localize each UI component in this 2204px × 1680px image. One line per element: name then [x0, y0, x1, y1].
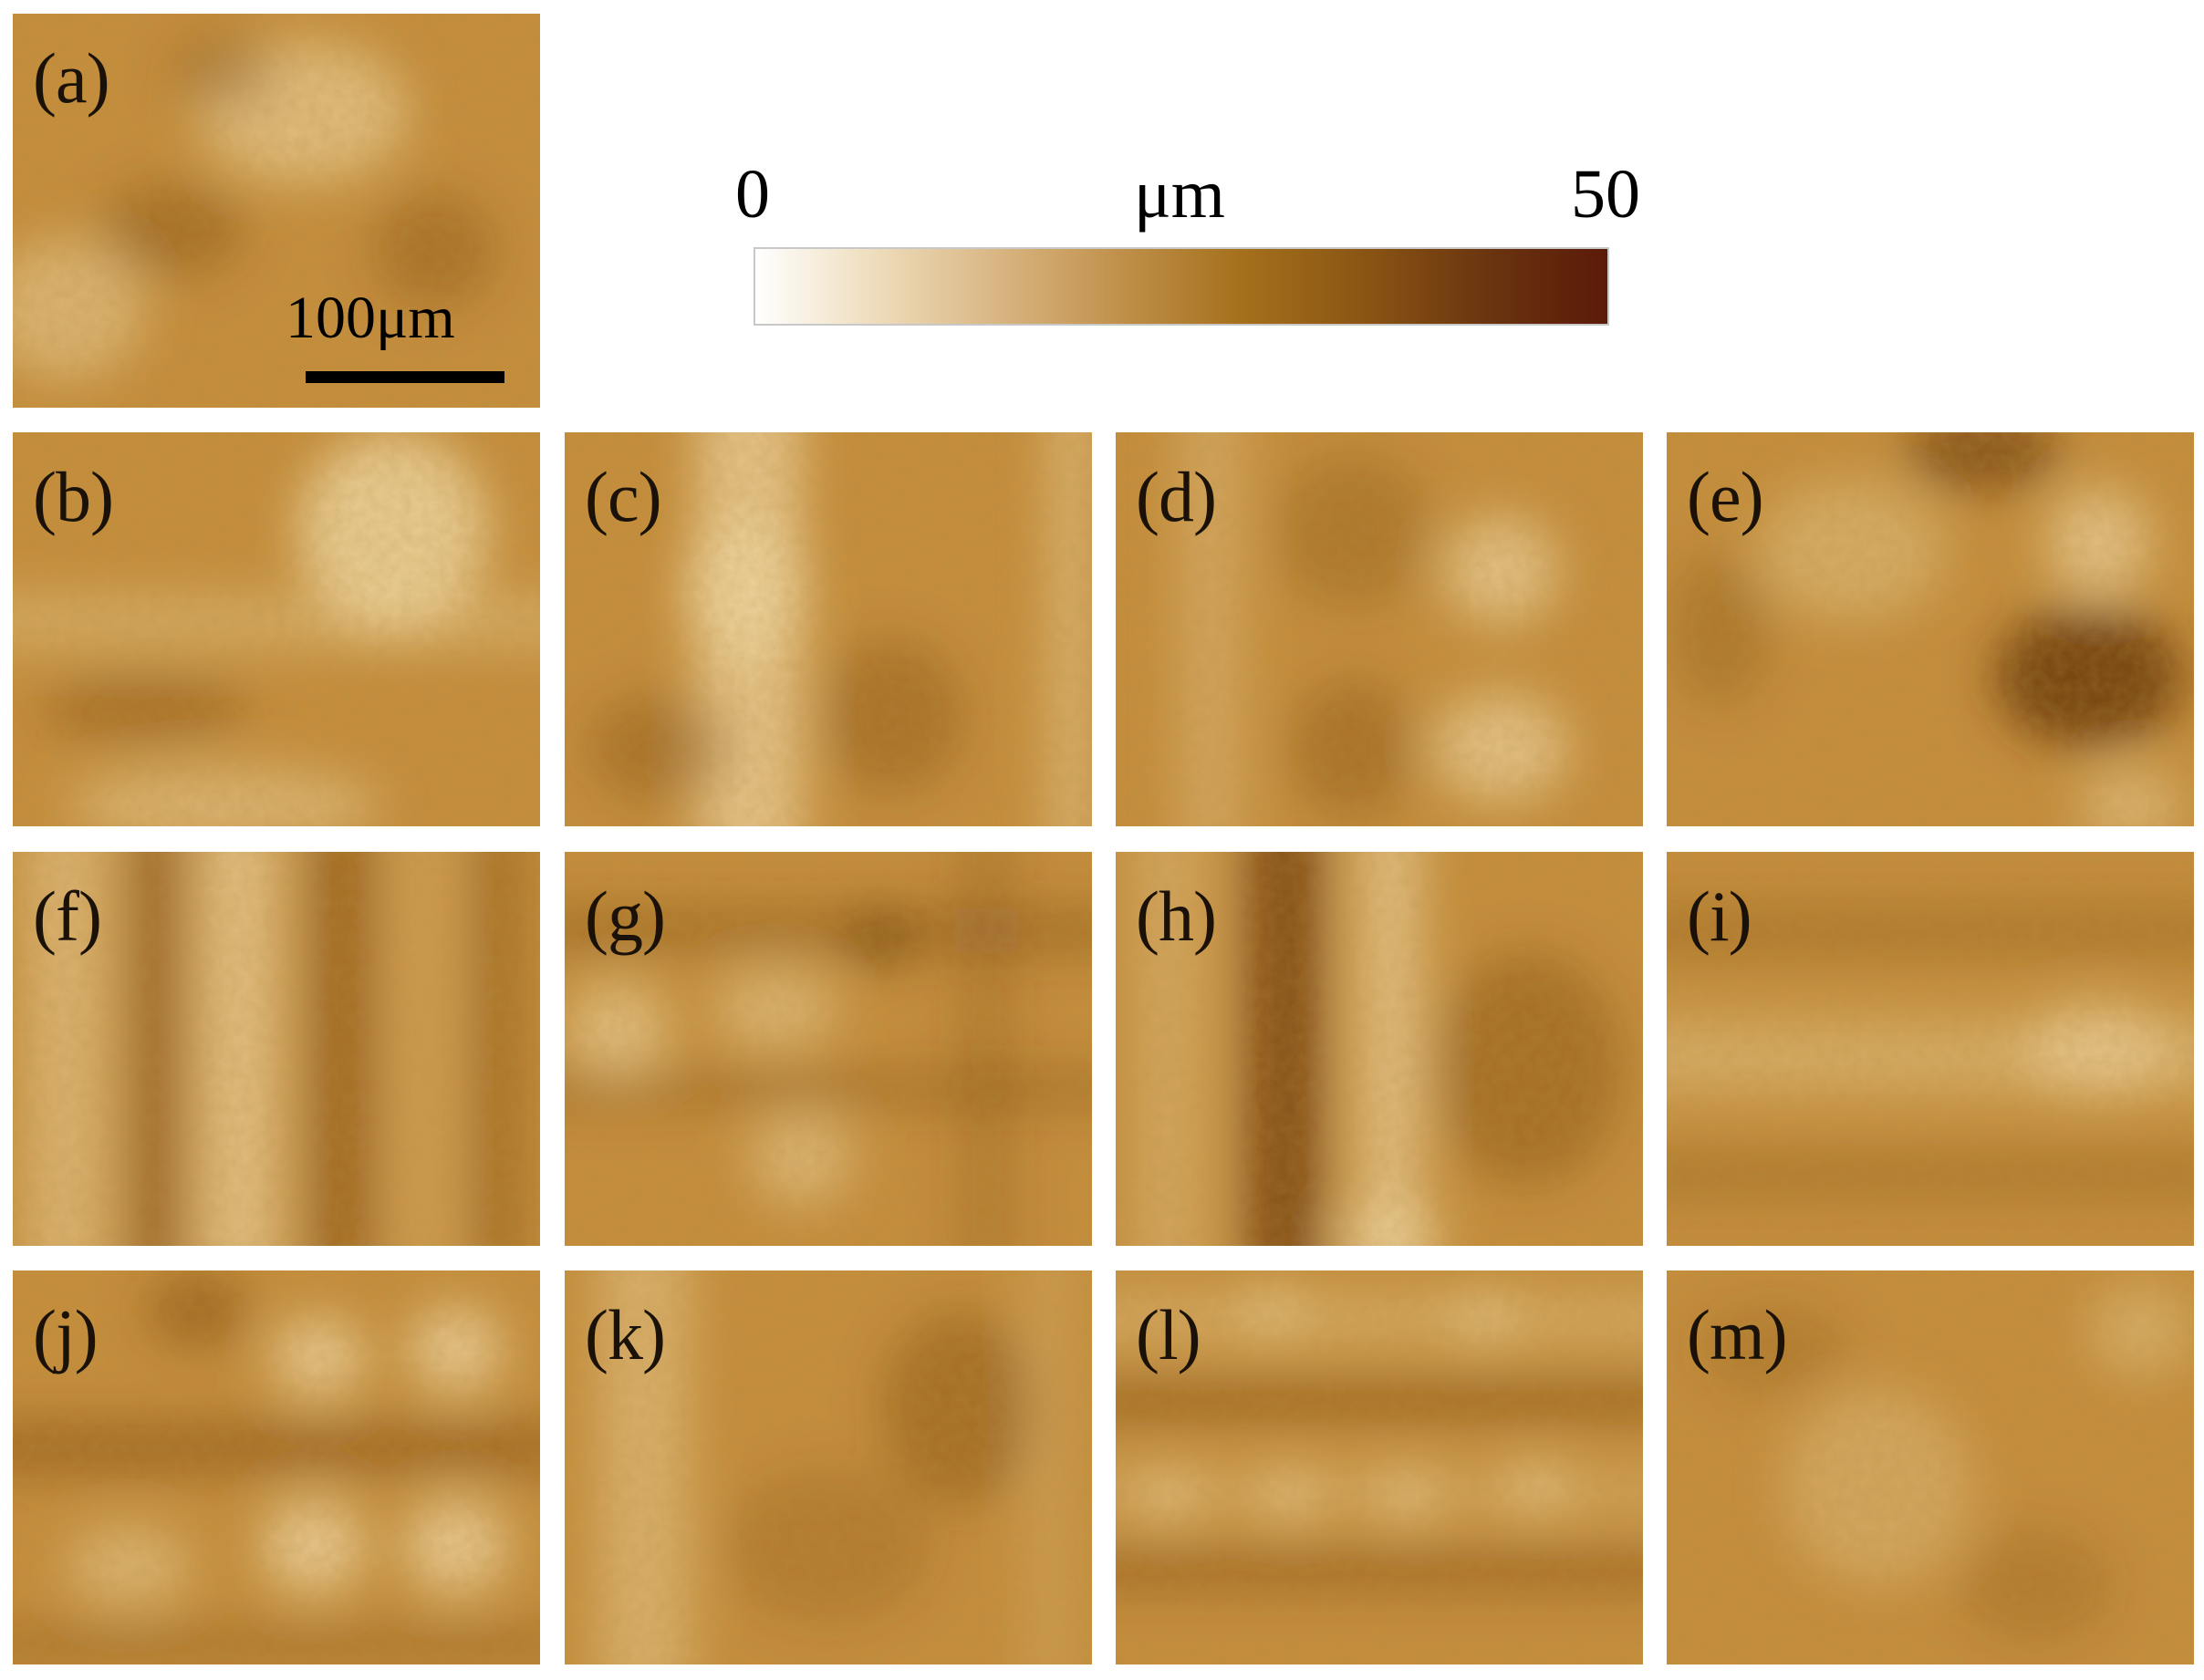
afm-texture — [13, 1270, 540, 1664]
afm-texture — [13, 432, 540, 826]
afm-texture — [13, 852, 540, 1246]
afm-texture — [565, 852, 1092, 1246]
afm-texture — [1667, 852, 2194, 1246]
panel-label-e: (e) — [1687, 457, 1764, 536]
afm-panel-k: (k) — [565, 1270, 1092, 1664]
colorbar-unit-label: μm — [1134, 156, 1225, 233]
afm-panel-d: (d) — [1116, 432, 1643, 826]
afm-texture — [1116, 1270, 1643, 1664]
panel-label-i: (i) — [1687, 876, 1752, 956]
panel-label-j: (j) — [33, 1295, 99, 1374]
afm-panel-j: (j) — [13, 1270, 540, 1664]
afm-texture — [565, 432, 1092, 826]
afm-panel-g: (g) — [565, 852, 1092, 1246]
afm-panel-m: (m) — [1667, 1270, 2194, 1664]
panel-label-h: (h) — [1136, 876, 1217, 956]
panel-label-b: (b) — [33, 457, 114, 536]
afm-panel-c: (c) — [565, 432, 1092, 826]
colorbar-max-label: 50 — [1571, 156, 1640, 233]
afm-texture — [13, 14, 540, 408]
afm-panel-h: (h) — [1116, 852, 1643, 1246]
panel-label-g: (g) — [585, 876, 666, 956]
afm-panel-l: (l) — [1116, 1270, 1643, 1664]
scale-bar — [306, 371, 504, 383]
colorbar-min-label: 0 — [735, 156, 770, 233]
afm-texture — [565, 1270, 1092, 1664]
afm-texture — [1116, 432, 1643, 826]
afm-texture — [1667, 432, 2194, 826]
afm-panel-e: (e) — [1667, 432, 2194, 826]
afm-panel-b: (b) — [13, 432, 540, 826]
panel-label-a: (a) — [33, 38, 110, 118]
panel-label-d: (d) — [1136, 457, 1217, 536]
panel-label-l: (l) — [1136, 1295, 1201, 1374]
afm-texture — [1116, 852, 1643, 1246]
afm-panel-f: (f) — [13, 852, 540, 1246]
panel-label-c: (c) — [585, 457, 662, 536]
colorbar — [754, 247, 1609, 326]
afm-panel-a: (a) — [13, 14, 540, 408]
afm-panel-i: (i) — [1667, 852, 2194, 1246]
scale-bar-label: 100μm — [286, 285, 455, 351]
afm-texture — [1667, 1270, 2194, 1664]
panel-label-f: (f) — [33, 876, 102, 956]
panel-label-k: (k) — [585, 1295, 666, 1374]
panel-label-m: (m) — [1687, 1295, 1788, 1374]
